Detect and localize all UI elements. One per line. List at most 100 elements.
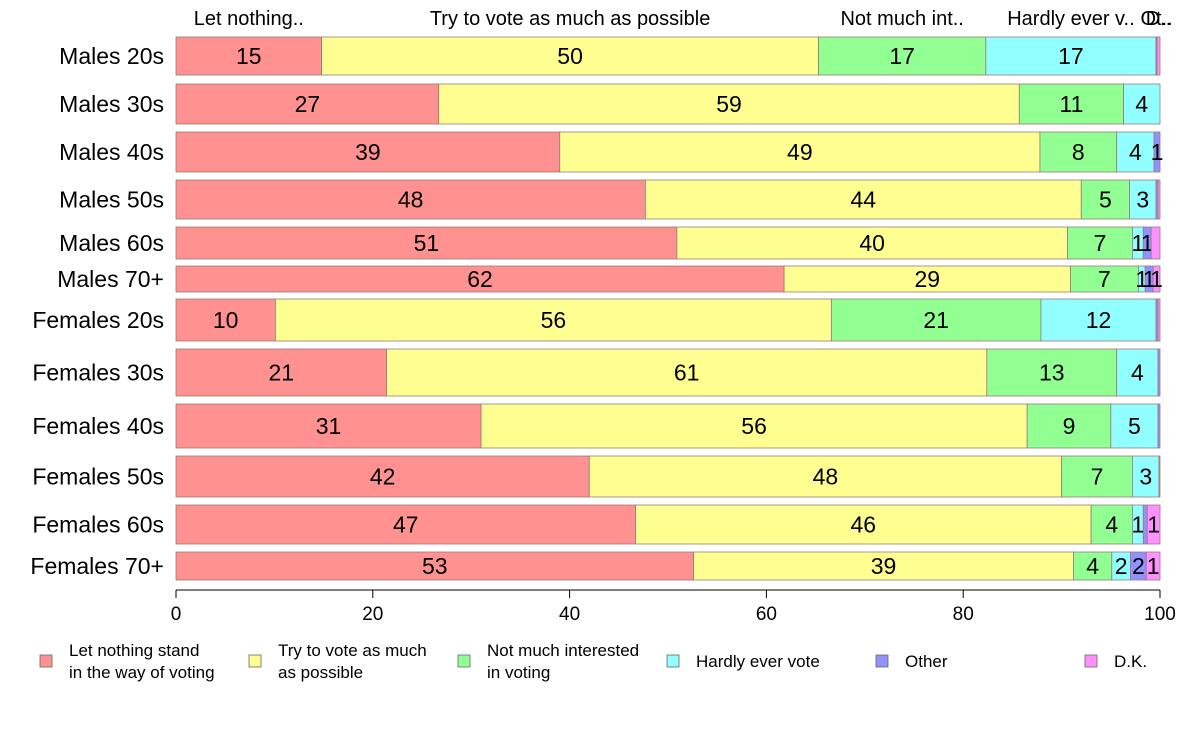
bar-segment xyxy=(1070,265,1139,293)
bar-segment xyxy=(1090,504,1133,545)
bar-segment xyxy=(830,298,1042,342)
category-label: Females 60s xyxy=(32,512,164,538)
bar-segment xyxy=(175,179,646,220)
data-label: 40 xyxy=(859,230,885,256)
bar-segment xyxy=(644,179,1082,220)
bar-segment xyxy=(438,83,1020,125)
legend-swatch xyxy=(457,654,471,668)
data-label: 29 xyxy=(914,266,940,292)
bar-segment xyxy=(1150,226,1161,260)
data-label: 11 xyxy=(1059,91,1083,117)
bar-segment xyxy=(175,551,694,581)
data-label: 1 xyxy=(1151,139,1164,165)
data-label: 31 xyxy=(316,413,342,439)
bar-segment xyxy=(1157,348,1161,397)
data-label: 47 xyxy=(393,512,419,538)
data-label: 4 xyxy=(1131,360,1144,386)
data-label: 42 xyxy=(370,464,396,490)
bar-segment xyxy=(1067,226,1133,260)
bar-segment xyxy=(1039,131,1118,173)
legend-swatch xyxy=(1084,654,1098,668)
data-label: 39 xyxy=(355,139,381,165)
data-label: 44 xyxy=(851,187,877,213)
bar-segment xyxy=(986,348,1118,397)
series-top-label: D.. xyxy=(1146,8,1172,30)
data-label: 7 xyxy=(1098,266,1111,292)
bar-segment xyxy=(175,226,678,260)
legend-label: D.K. xyxy=(1114,652,1147,671)
category-label: Males 50s xyxy=(59,187,164,213)
bar-segment xyxy=(1116,348,1159,397)
x-tick-label: 40 xyxy=(559,604,580,625)
legend-label: as possible xyxy=(278,663,363,682)
data-label: 62 xyxy=(467,266,493,292)
bar-segment xyxy=(985,36,1157,76)
series-top-label: Try to vote as much as possible xyxy=(430,8,711,30)
bar-segment xyxy=(1157,179,1161,220)
data-label: 17 xyxy=(889,43,915,69)
category-label: Males 30s xyxy=(59,91,164,117)
bar-segment xyxy=(175,131,561,173)
bar-segment xyxy=(175,83,440,125)
data-label: 4 xyxy=(1105,512,1118,538)
bar-segment xyxy=(1123,83,1161,125)
data-label: 4 xyxy=(1086,553,1099,579)
series-top-label: Not much int.. xyxy=(840,8,963,30)
x-tick-label: 0 xyxy=(171,604,182,625)
category-labels: Males 20s Males 30s Males 40s Males 50s Male… xyxy=(30,43,164,579)
bar-segment xyxy=(1116,131,1155,173)
category-label: Males 60s xyxy=(59,230,164,256)
bar-segment xyxy=(1157,298,1161,342)
bar-segment xyxy=(676,226,1068,260)
data-label: 21 xyxy=(268,360,294,386)
data-label: 1 xyxy=(1147,512,1160,538)
legend-label: Other xyxy=(905,652,948,671)
data-label: 2 xyxy=(1115,553,1128,579)
bar-segment xyxy=(1073,551,1113,581)
bar-segment xyxy=(175,455,590,498)
data-label: 56 xyxy=(541,307,567,333)
bar-segment xyxy=(1158,455,1161,498)
data-label: 1 xyxy=(1131,512,1144,538)
data-label: 9 xyxy=(1063,413,1076,439)
data-label: 1 xyxy=(1143,266,1156,292)
x-tick-label: 60 xyxy=(756,604,777,625)
bar-segment xyxy=(1153,131,1161,173)
legend-label: in voting xyxy=(487,663,550,682)
bar-segment xyxy=(321,36,819,76)
x-axis: 0 20 40 60 80 100 xyxy=(171,589,1176,625)
legend-label: Hardly ever vote xyxy=(696,652,820,671)
legend-swatch xyxy=(875,654,889,668)
data-label: 1 xyxy=(1131,230,1144,256)
data-label: 1 xyxy=(1141,230,1154,256)
data-label: 49 xyxy=(787,139,813,165)
category-label: Males 20s xyxy=(59,43,164,69)
series-top-label: Ot.. xyxy=(1140,8,1172,30)
bar-segment xyxy=(1156,36,1161,76)
data-label: 8 xyxy=(1072,139,1085,165)
series-top-label: Hardly ever v.. xyxy=(1007,8,1134,30)
data-label: 48 xyxy=(813,464,839,490)
data-label: 17 xyxy=(1058,43,1084,69)
data-label: 51 xyxy=(414,230,440,256)
category-label: Females 20s xyxy=(32,307,164,333)
data-label: 4 xyxy=(1135,91,1148,117)
bar-segment xyxy=(175,403,482,449)
data-label: 48 xyxy=(398,187,424,213)
x-tick-label: 80 xyxy=(953,604,974,625)
bar-segment xyxy=(588,455,1063,498)
legend-swatch xyxy=(39,654,53,668)
bar-segment xyxy=(1152,265,1161,293)
legend-swatch xyxy=(248,654,262,668)
data-label: 10 xyxy=(213,307,239,333)
data-label: 1 xyxy=(1147,553,1160,579)
legend: Let nothing stand in the way of voting Try… xyxy=(39,641,1147,682)
data-label: 15 xyxy=(236,43,262,69)
category-label: Males 70+ xyxy=(57,266,164,292)
data-label: 1 xyxy=(1150,266,1163,292)
bar-segment xyxy=(1026,403,1112,449)
bar-segment xyxy=(175,36,323,76)
